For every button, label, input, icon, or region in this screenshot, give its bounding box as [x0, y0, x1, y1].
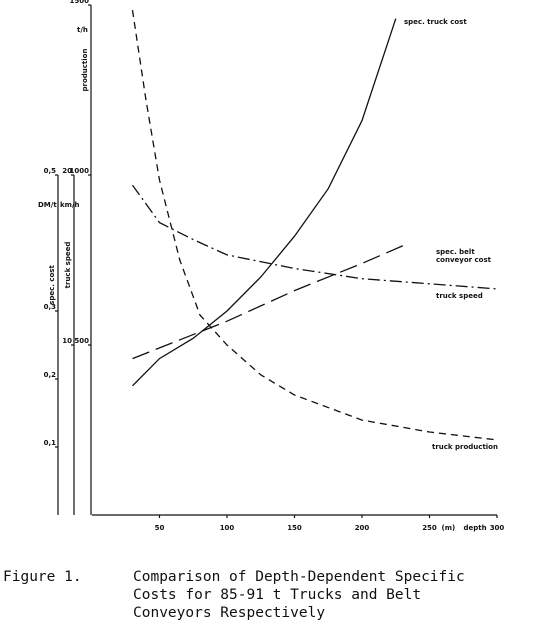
y-tick-label: 10 [62, 337, 72, 345]
y-tick-label: 0,5 [44, 167, 57, 175]
x-tick-label: 250 [422, 524, 437, 532]
x-axis-label: depth [464, 524, 487, 532]
y-axis-unit: DM/t [38, 201, 57, 209]
series-label: spec. truck cost [404, 18, 467, 26]
series-label: truck speed [436, 292, 483, 300]
y-tick-label: 0,3 [44, 303, 57, 311]
series-line [131, 10, 498, 441]
series-line [131, 184, 498, 290]
x-tick-label: 100 [220, 524, 235, 532]
caption-label: Figure 1. [3, 569, 82, 585]
series-line [132, 18, 397, 387]
y-axis-label: spec. cost [48, 265, 56, 305]
x-tick-label: 150 [287, 524, 302, 532]
y-axis-label: truck speed [64, 242, 72, 289]
x-tick-label: 200 [355, 524, 370, 532]
x-tick-label: 300 [490, 524, 505, 532]
series-line [132, 242, 410, 360]
caption-line: Costs for 85-91 t Trucks and Belt [133, 587, 421, 603]
y-tick-label: 1500 [70, 0, 90, 5]
y-axis-unit: km/h [60, 201, 80, 209]
caption-line: Comparison of Depth-Dependent Specific [133, 569, 465, 585]
y-axis-unit: t/h [77, 26, 88, 34]
y-axis-label: production [81, 49, 89, 92]
y-tick-label: 0,1 [44, 439, 57, 447]
y-tick-label: 20 [62, 167, 72, 175]
x-tick-label: 50 [155, 524, 165, 532]
series-label: spec. belt conveyor cost [436, 248, 492, 264]
x-unit: (m) [442, 524, 456, 532]
y-tick-label: 0,2 [44, 371, 57, 379]
series-label: truck production [432, 443, 498, 451]
y-tick-label: 500 [74, 337, 89, 345]
y-tick-label: 1000 [70, 167, 90, 175]
caption-line: Conveyors Respectively [133, 605, 325, 621]
